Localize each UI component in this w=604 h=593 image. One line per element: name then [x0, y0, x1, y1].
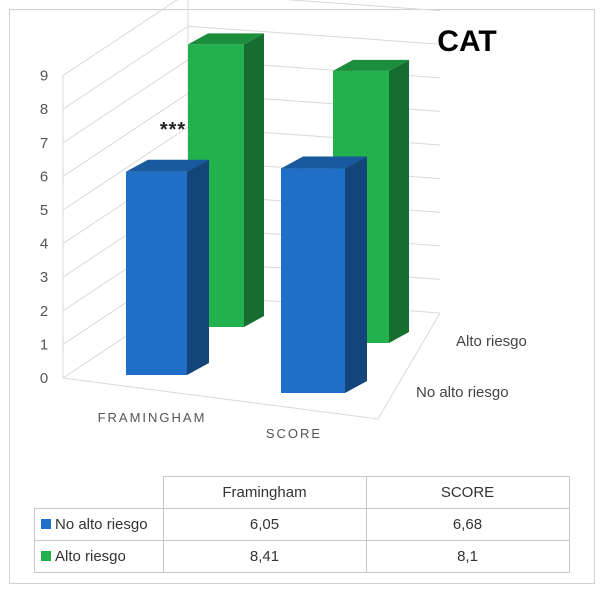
table-header-framingham: Framingham: [162, 476, 367, 509]
table-corner: [34, 476, 164, 509]
bar-alto-riesgo-framingham-side: [244, 33, 264, 327]
bar-no-alto-riesgo-score-top: [281, 156, 367, 169]
table-header-row: Framingham SCORE: [34, 476, 570, 509]
table-row: No alto riesgo 6,05 6,68: [34, 508, 570, 541]
y-tick-label: 1: [40, 336, 48, 353]
depth-label-no-alto-riesgo: No alto riesgo: [416, 384, 509, 401]
row-label-no-alto-riesgo: No alto riesgo: [55, 516, 148, 533]
y-tick-label: 9: [40, 68, 48, 85]
table-cell: 8,41: [162, 540, 367, 573]
depth-label-alto-riesgo: Alto riesgo: [456, 333, 527, 350]
bar-no-alto-riesgo-score-side: [345, 156, 367, 393]
data-table: Framingham SCORE No alto riesgo 6,05 6,6…: [34, 476, 570, 573]
gridline: [62, 0, 441, 77]
bar-alto-riesgo-score-top: [333, 59, 409, 71]
bar-no-alto-riesgo-score: [281, 168, 345, 393]
y-tick-label: 3: [40, 269, 48, 286]
chart-title: CAT: [437, 25, 496, 58]
legend-key-alto-riesgo: [41, 551, 51, 562]
y-tick-label: 7: [40, 135, 48, 152]
legend-key-no-alto-riesgo: [41, 519, 51, 530]
bar-alto-riesgo-score-side: [389, 59, 409, 344]
table-row-label: Alto riesgo: [34, 540, 164, 573]
table-cell: 6,68: [365, 508, 570, 541]
bar-no-alto-riesgo-framingham-top: [126, 159, 209, 172]
floor-edge: [62, 312, 441, 420]
y-tick-label: 5: [40, 202, 48, 219]
y-tick-label: 4: [40, 236, 48, 253]
category-label-framingham: FRAMINGHAM: [98, 410, 207, 425]
y-tick-label: 2: [40, 303, 48, 320]
bar-no-alto-riesgo-framingham-side: [187, 159, 209, 375]
y-axis-ticks: 0 1 2 3 4 5 6 7 8 9: [40, 68, 48, 387]
y-tick-label: 6: [40, 168, 48, 185]
table-cell: 8,1: [365, 540, 570, 573]
category-label-score: SCORE: [266, 426, 322, 441]
significance-marker: ***: [160, 119, 186, 141]
row-label-alto-riesgo: Alto riesgo: [55, 548, 126, 565]
y-tick-label: 0: [40, 370, 48, 387]
table-cell: 6,05: [162, 508, 367, 541]
table-row: Alto riesgo 8,41 8,1: [34, 540, 570, 573]
no-alto-riesgo-bars: [126, 156, 367, 393]
bar-alto-riesgo-framingham-top: [188, 33, 264, 45]
bar-no-alto-riesgo-framingham: [126, 171, 187, 375]
table-row-label: No alto riesgo: [34, 508, 164, 541]
y-tick-label: 8: [40, 101, 48, 118]
table-header-score: SCORE: [365, 476, 570, 509]
